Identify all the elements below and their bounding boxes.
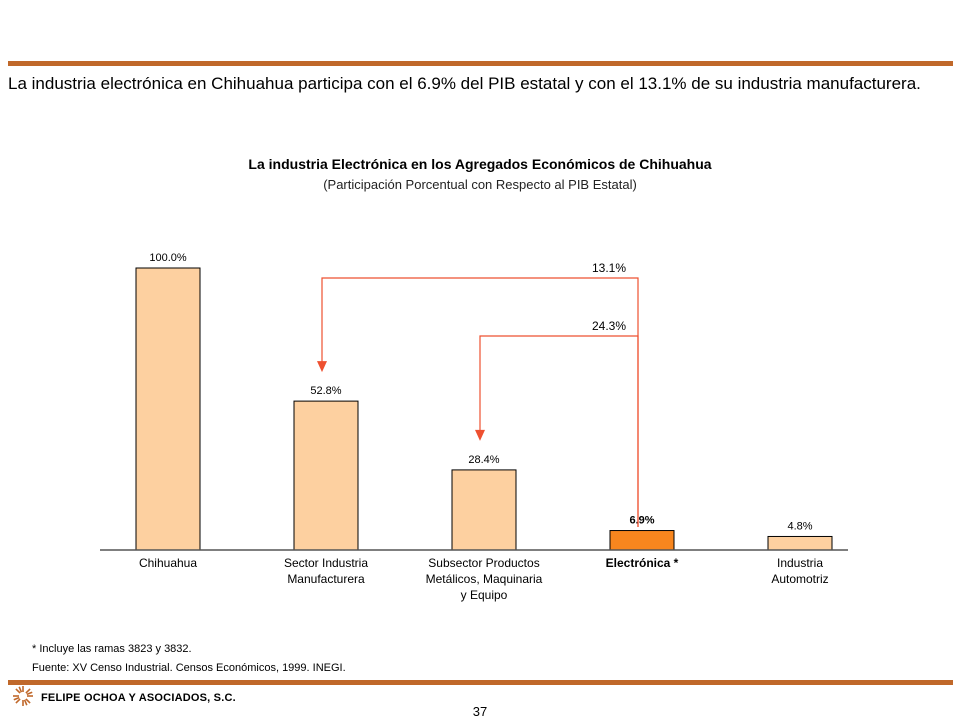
- footnote: * Incluye las ramas 3823 y 3832.: [32, 643, 192, 655]
- bar-2: [451, 469, 517, 551]
- bar-value-label-0: 100.0%: [149, 252, 187, 264]
- category-label-0-0: Chihuahua: [139, 556, 197, 570]
- bottom-rule: [8, 680, 953, 685]
- page-number: 37: [472, 704, 488, 719]
- bar-chart: 100.0% Chihuahua 52.8% Sector Industria Manu…: [100, 252, 848, 602]
- category-label-2-2: y Equipo: [461, 588, 508, 602]
- bar-4: [767, 535, 833, 551]
- bar-1: [293, 400, 359, 551]
- chart-subtitle: (Participación Porcentual con Respecto a…: [323, 177, 637, 192]
- headline: La industria electrónica en Chihuahua pa…: [8, 74, 921, 93]
- bar-value-label-2: 28.4%: [468, 454, 499, 466]
- bar-3: [609, 530, 675, 551]
- category-label-2-0: Subsector Productos: [428, 556, 539, 570]
- company-name: FELIPE OCHOA Y ASOCIADOS, S.C.: [41, 692, 236, 704]
- bar-value-label-4: 4.8%: [787, 520, 812, 532]
- source-note: Fuente: XV Censo Industrial. Censos Econ…: [32, 662, 346, 674]
- bar-0: [135, 267, 201, 551]
- category-label-1-0: Sector Industria: [284, 556, 368, 570]
- chart-title: La industria Electrónica en los Agregado…: [248, 156, 712, 172]
- annotation-arrowhead-1: [475, 429, 485, 441]
- sunburst-logo-icon: [11, 684, 35, 713]
- category-label-4-0: Industria: [777, 556, 823, 570]
- bar-value-label-3: 6.9%: [629, 515, 654, 527]
- bar-value-label-1: 52.8%: [310, 385, 341, 397]
- category-label-1-1: Manufacturera: [287, 572, 365, 586]
- annotation-arrow-1: [479, 335, 639, 527]
- annotation-label-0: 13.1%: [592, 261, 626, 275]
- top-rule: [8, 61, 953, 66]
- annotation-arrowhead-0: [317, 361, 327, 373]
- annotation-label-1: 24.3%: [592, 319, 626, 333]
- category-label-3-0: Electrónica *: [606, 556, 679, 570]
- category-label-4-1: Automotriz: [771, 572, 828, 586]
- category-label-2-1: Metálicos, Maquinaria: [426, 572, 543, 586]
